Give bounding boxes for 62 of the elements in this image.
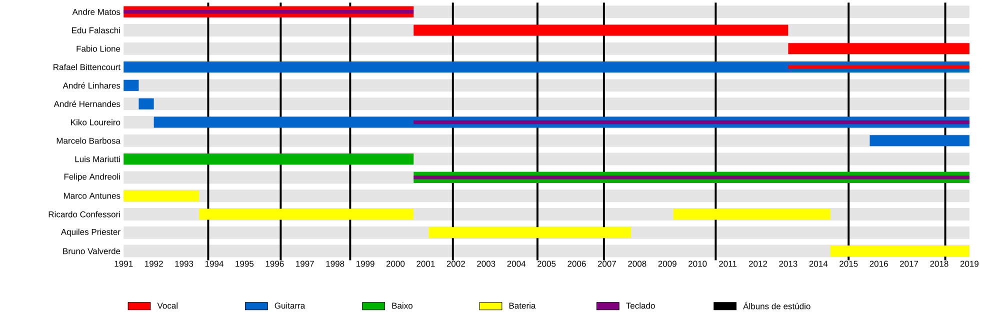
y-tick-label: Aquiles Priester [60, 228, 120, 236]
bar [414, 120, 970, 124]
x-tick-label: 1996 [266, 260, 284, 267]
x-tick-label: 2011 [719, 260, 737, 267]
x-tick-label: 2005 [537, 260, 556, 267]
x-tick-label: 2008 [628, 260, 646, 267]
x-tick-label: 1997 [296, 260, 314, 267]
x-tick-label: 2000 [386, 260, 405, 267]
bar [414, 175, 970, 180]
bar [138, 98, 154, 110]
y-tick-label: Edu Falaschi [72, 26, 120, 34]
bar [788, 42, 970, 54]
legend-label: Baixo [392, 302, 412, 308]
x-tick-label: 2002 [446, 260, 465, 267]
x-tick-label: 2014 [809, 260, 828, 267]
x-tick-label: 1993 [175, 260, 194, 267]
x-tick-label: 2010 [688, 260, 707, 267]
bar [788, 64, 970, 69]
y-tick-label: Rafael Bittencourt [54, 64, 120, 70]
x-tick-label: 2013 [779, 260, 798, 267]
x-tick-label: 2001 [416, 260, 435, 267]
x-tick-label: 1992 [145, 260, 163, 267]
bar [124, 80, 139, 91]
x-tick-label: 2012 [748, 260, 768, 267]
y-tick-label: Marcelo Barbosa [56, 137, 120, 144]
x-tick-label: 2003 [477, 260, 496, 267]
bar [870, 134, 970, 146]
y-tick-label: André Linhares [62, 82, 120, 88]
legend-label: Teclado [626, 302, 655, 308]
y-tick-label: Bruno Valverde [63, 248, 120, 254]
legend-label: Vocal [157, 302, 178, 308]
x-tick-label: 1995 [236, 260, 254, 267]
x-tick-label: 2004 [507, 260, 526, 267]
x-tick-label: 2016 [870, 260, 888, 267]
x-tick-label: 2006 [568, 260, 586, 267]
x-tick-label: 1999 [356, 260, 374, 267]
y-tick-label: Felipe Andreoli [64, 173, 120, 182]
bar [124, 10, 414, 14]
bar [428, 226, 632, 238]
x-tick-label: 1994 [205, 260, 224, 267]
y-tick-label: Andre Matos [72, 8, 120, 15]
legend-label: Bateria [509, 302, 536, 308]
x-tick-label: 2017 [900, 260, 918, 267]
bar [199, 208, 414, 220]
x-tick-label: 2019 [960, 260, 979, 267]
y-tick-label: Fabio Lione [76, 45, 120, 52]
bar [673, 208, 830, 220]
x-tick-label: 1998 [326, 260, 344, 267]
y-tick-label: Ricardo Confessori [48, 210, 120, 218]
y-tick-label: Kiko Loureiro [71, 118, 120, 126]
y-tick-label: André Hernandes [54, 100, 120, 107]
x-tick-label: 2009 [658, 260, 676, 267]
y-tick-label: Marco Antunes [64, 192, 120, 199]
x-tick-label: 2018 [930, 260, 948, 267]
bar [124, 190, 200, 202]
legend-label: Guitarra [274, 302, 306, 308]
bar [830, 245, 970, 256]
x-tick-label: 2015 [840, 260, 858, 267]
x-tick-label: 2007 [598, 260, 616, 267]
y-tick-label: Luis Mariutti [75, 156, 120, 162]
x-tick-label: 1991 [114, 260, 133, 267]
legend-label: Álbuns de estúdio [743, 302, 810, 310]
